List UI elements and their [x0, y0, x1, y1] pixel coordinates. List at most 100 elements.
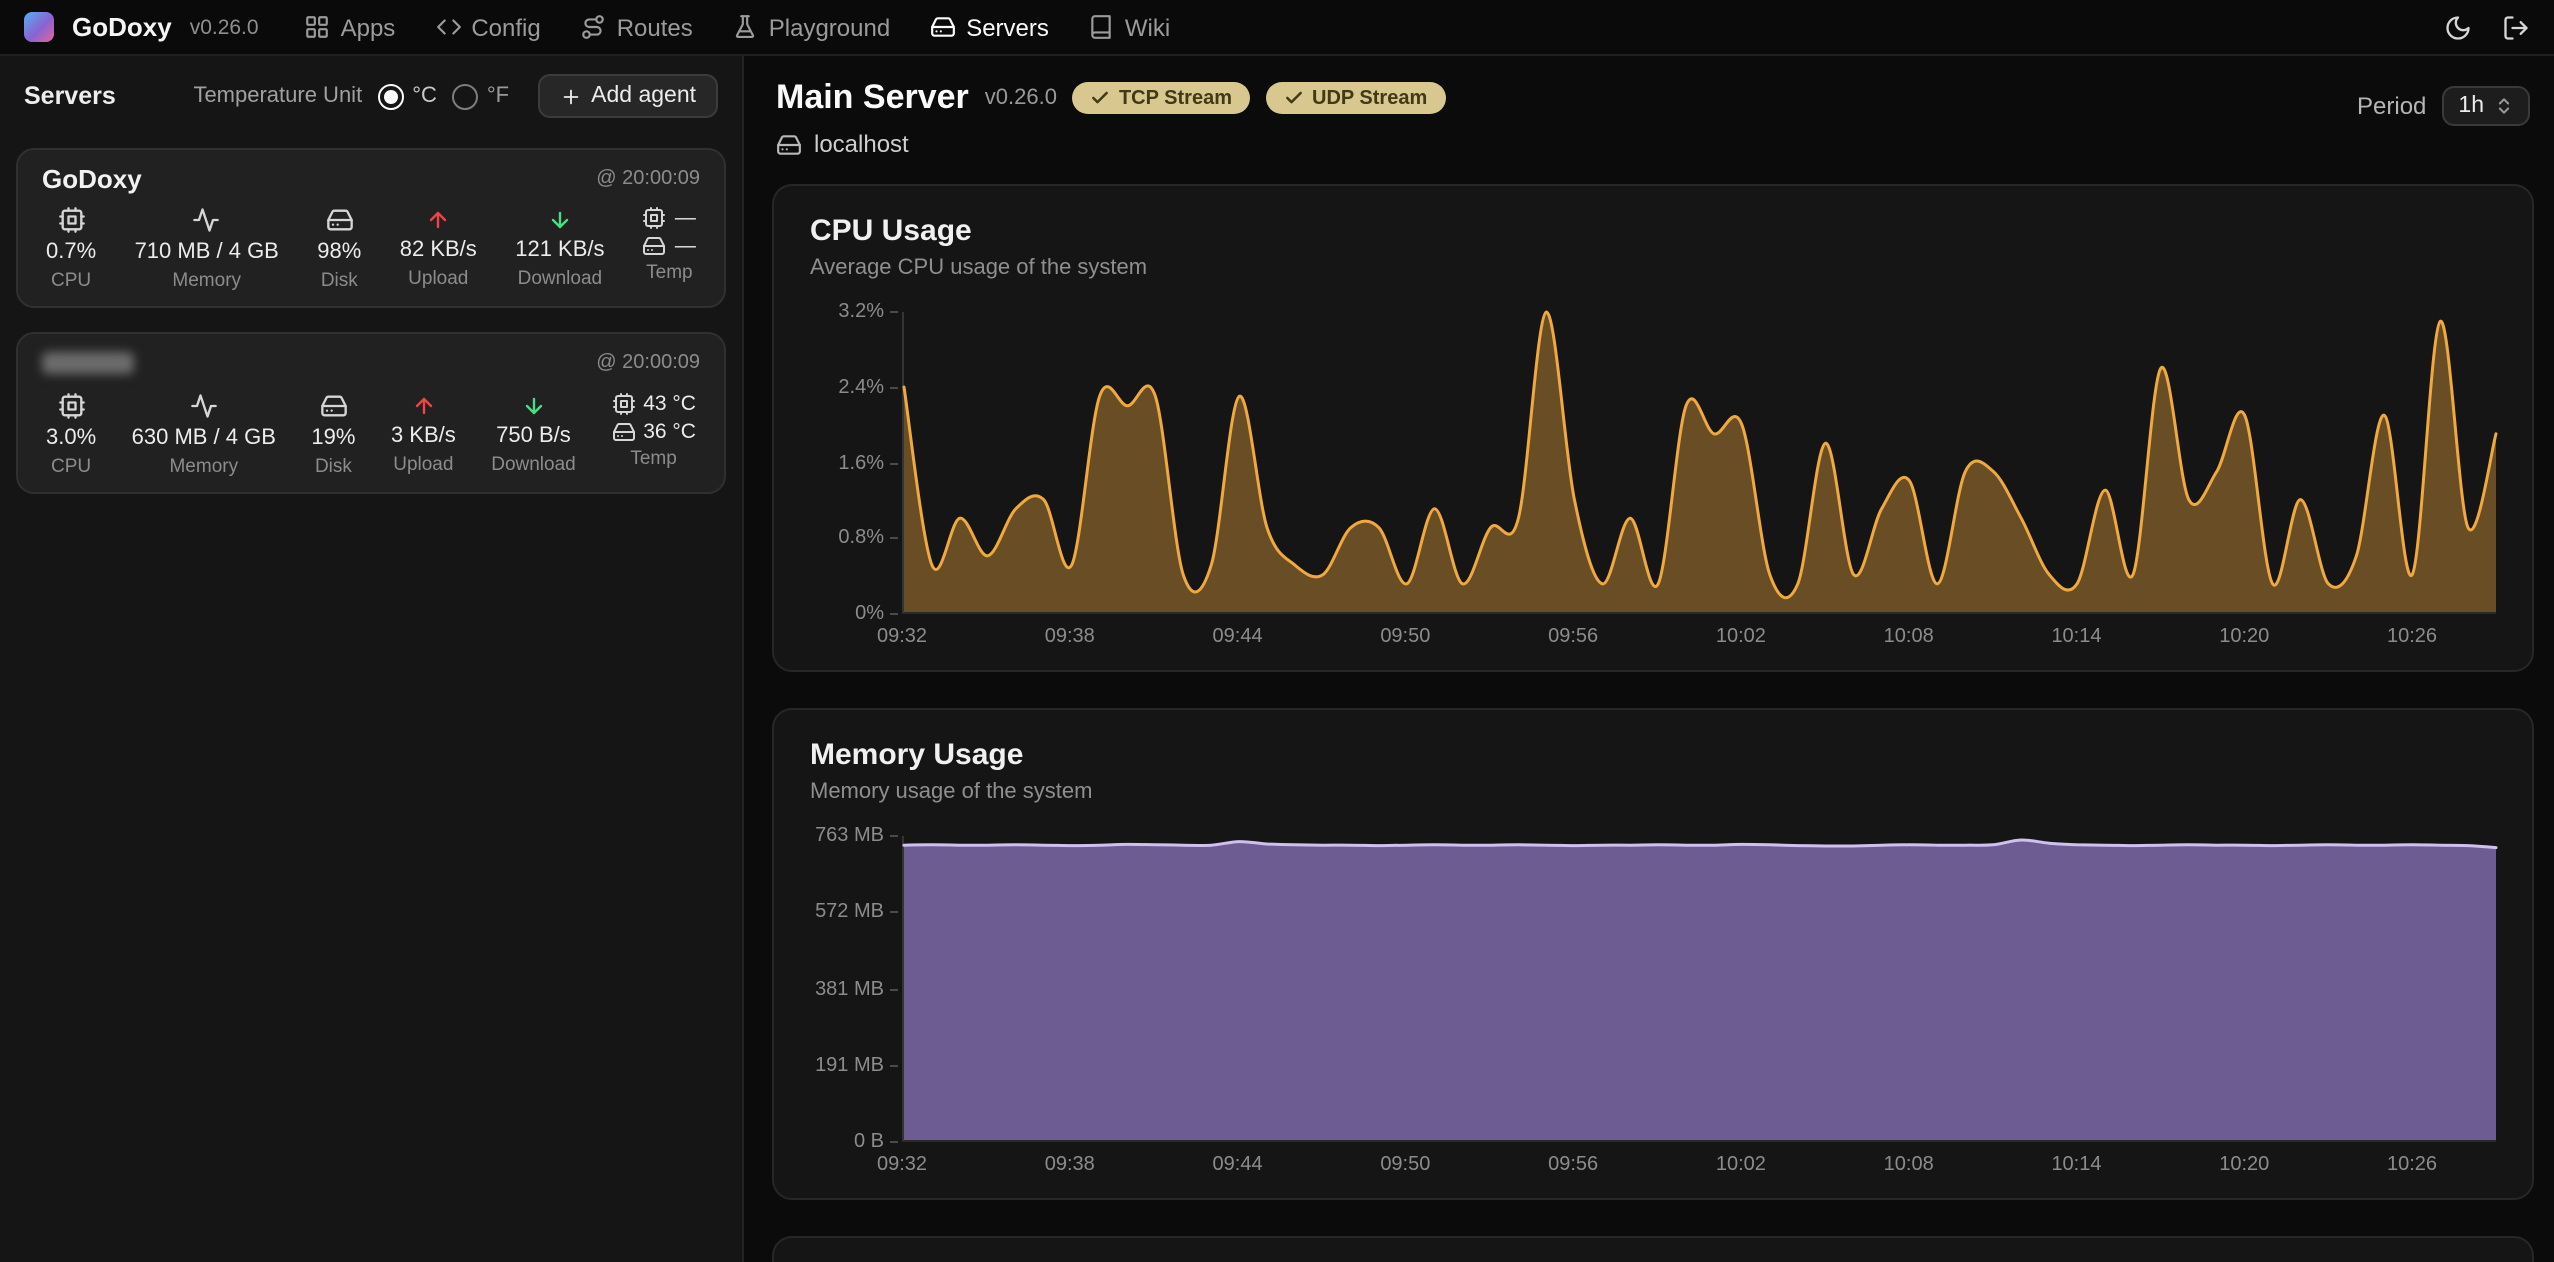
- plus-icon: [559, 85, 581, 107]
- cpu-value: 0.7%: [46, 240, 97, 264]
- memory-usage-subtitle: Memory usage of the system: [810, 780, 1093, 804]
- code-icon: [435, 14, 461, 40]
- cpu-temp-value: —: [674, 206, 696, 230]
- memory-chart-x-axis: 09:32 09:38 09:44 09:50 09:56 10:02 10:08 10:14…: [877, 1142, 2496, 1182]
- x-axis-tick: 10:20: [2219, 626, 2270, 648]
- x-axis-tick: 09:56: [1548, 626, 1599, 648]
- grid-icon: [305, 14, 331, 40]
- server-stat-upload: 82 KB/s Upload: [400, 206, 477, 290]
- flask-icon: [733, 14, 759, 40]
- x-axis-tick: 09:32: [876, 1154, 928, 1176]
- upload-value: 3 KB/s: [390, 424, 456, 448]
- arrow-up-icon: [411, 394, 435, 418]
- fahrenheit-option[interactable]: °F: [452, 83, 510, 109]
- y-axis-tick: 1.6%: [838, 452, 898, 474]
- add-agent-button[interactable]: Add agent: [537, 74, 718, 118]
- arrow-up-icon: [426, 208, 450, 232]
- activity-icon: [190, 392, 218, 420]
- server-stat-memory: 710 MB / 4 GB Memory: [135, 206, 279, 292]
- x-axis-tick: 10:02: [1715, 626, 1766, 648]
- server-updated-time: @ 20:00:09: [596, 352, 700, 374]
- theme-toggle-button[interactable]: [2444, 13, 2472, 41]
- disk-label: Disk: [314, 456, 352, 478]
- disk-label: Disk: [320, 270, 358, 292]
- route-icon: [581, 14, 607, 40]
- cpu-label: CPU: [51, 456, 92, 478]
- nav-item-servers[interactable]: Servers: [930, 13, 1049, 41]
- page-version: v0.26.0: [984, 86, 1057, 110]
- host-row: localhost: [776, 130, 1445, 158]
- x-axis-tick: 09:50: [1380, 626, 1431, 648]
- cpu-area-fill: [904, 312, 2496, 612]
- nav-item-playground[interactable]: Playground: [733, 13, 890, 41]
- fahrenheit-label: °F: [486, 84, 510, 108]
- server-list: GoDoxy @ 20:00:09 0.7% CPU 710 MB / 4 GB: [0, 134, 742, 508]
- nav-item-label: Apps: [340, 13, 396, 41]
- chevrons-up-down-icon: [2494, 96, 2514, 116]
- disk-temp-value: 36 °C: [643, 420, 696, 444]
- cpu-chart-y-axis: 3.2% 2.4% 1.6% 0.8% 0%: [810, 301, 902, 625]
- server-stat-disk: 98% Disk: [317, 206, 361, 292]
- celsius-option[interactable]: °C: [378, 83, 437, 109]
- nav-item-label: Servers: [966, 13, 1049, 41]
- host-name: localhost: [814, 130, 909, 158]
- moon-icon: [2444, 13, 2472, 41]
- memory-value: 630 MB / 4 GB: [131, 426, 276, 450]
- y-axis-tick: 191 MB: [815, 1055, 898, 1077]
- x-axis-tick: 10:26: [2387, 1154, 2438, 1176]
- nav-item-routes[interactable]: Routes: [581, 13, 693, 41]
- server-stat-cpu: 3.0% CPU: [46, 392, 96, 478]
- celsius-label: °C: [412, 84, 437, 108]
- x-axis-tick: 10:02: [1715, 1154, 1766, 1176]
- cpu-chart-plot: [902, 310, 2498, 614]
- y-axis-tick: 0%: [855, 603, 898, 625]
- main-content: Main Server v0.26.0 TCP Stream UDP Strea…: [744, 56, 2554, 1262]
- hard-drive-icon: [319, 392, 347, 420]
- server-card-godoxy[interactable]: GoDoxy @ 20:00:09 0.7% CPU 710 MB / 4 GB: [16, 148, 726, 308]
- y-axis-tick: 381 MB: [815, 978, 898, 1000]
- arrow-down-icon: [548, 208, 572, 232]
- cpu-icon: [57, 392, 85, 420]
- x-axis-tick: 10:14: [2051, 1154, 2102, 1176]
- memory-line: [902, 838, 2498, 850]
- y-axis-tick: 0.8%: [838, 528, 898, 550]
- celsius-radio[interactable]: [378, 83, 405, 109]
- upload-label: Upload: [408, 268, 469, 290]
- logout-button[interactable]: [2502, 13, 2530, 41]
- y-axis-tick: 0 B: [854, 1131, 898, 1153]
- fahrenheit-radio[interactable]: [452, 83, 479, 109]
- server-card-agent[interactable]: @ 20:00:09 3.0% CPU 630 MB / 4 GB Memory: [16, 332, 726, 494]
- nav-item-wiki[interactable]: Wiki: [1089, 13, 1170, 41]
- cpu-usage-title: CPU Usage: [810, 214, 972, 248]
- activity-icon: [193, 206, 221, 234]
- x-axis-tick: 09:38: [1044, 626, 1095, 648]
- disk-value: 98%: [317, 240, 362, 264]
- temp-label: Temp: [630, 448, 677, 470]
- x-axis-tick: 10:26: [2387, 626, 2438, 648]
- udp-stream-badge: UDP Stream: [1266, 82, 1446, 114]
- cpu-icon: [57, 206, 85, 234]
- tcp-stream-label: TCP Stream: [1118, 87, 1232, 109]
- server-stat-upload: 3 KB/s Upload: [391, 392, 456, 476]
- disk-temp-value: —: [674, 234, 696, 258]
- server-stat-memory: 630 MB / 4 GB Memory: [132, 392, 276, 478]
- x-axis-tick: 10:14: [2051, 626, 2102, 648]
- cpu-usage-chart: 3.2% 2.4% 1.6% 0.8% 0% 09:32 09:38 09:44 09:50 0…: [810, 301, 2498, 654]
- x-axis-tick: 09:32: [876, 626, 928, 648]
- x-axis-tick: 10:08: [1883, 626, 1934, 648]
- memory-chart-y-axis: 763 MB 572 MB 381 MB 191 MB 0 B: [810, 825, 902, 1153]
- x-axis-tick: 09:50: [1380, 1154, 1431, 1176]
- period-select[interactable]: 1h: [2442, 86, 2530, 126]
- cpu-label: CPU: [51, 270, 92, 292]
- nav-item-apps[interactable]: Apps: [305, 13, 396, 41]
- cpu-usage-subtitle: Average CPU usage of the system: [810, 256, 1148, 280]
- hard-drive-icon: [643, 234, 667, 258]
- memory-usage-chart: 763 MB 572 MB 381 MB 191 MB 0 B 09:32 09:38 09…: [810, 825, 2498, 1182]
- app-version: v0.26.0: [189, 15, 259, 39]
- disk-value: 19%: [311, 426, 356, 450]
- download-value: 121 KB/s: [515, 238, 605, 262]
- server-stat-temp: — — Temp: [643, 206, 696, 284]
- memory-area-fill: [904, 839, 2496, 1140]
- nav-item-config[interactable]: Config: [435, 13, 541, 41]
- check-icon: [1091, 88, 1111, 108]
